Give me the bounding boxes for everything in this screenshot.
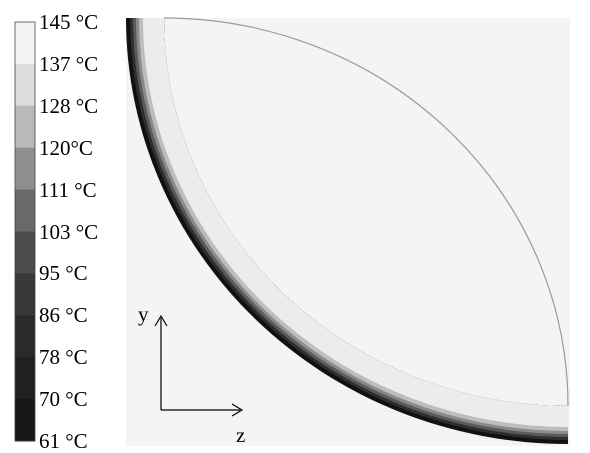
legend-label: 70 °C [39, 387, 88, 412]
legend-label: 103 °C [39, 219, 99, 244]
axis-indicator [154, 314, 244, 417]
legend-label: 111 °C [39, 177, 97, 202]
legend-label: 86 °C [39, 303, 88, 328]
legend-label: 145 °C [39, 10, 99, 34]
legend-band [15, 357, 35, 400]
pipe-wall-contour [126, 17, 569, 444]
legend-band [15, 63, 35, 107]
legend-band [15, 231, 35, 274]
legend-label: 95 °C [39, 261, 88, 286]
legend-band [15, 147, 35, 191]
legend-label: 137 °C [39, 51, 99, 76]
legend-band [15, 22, 35, 65]
legend-band [15, 315, 35, 358]
legend-band [15, 105, 35, 149]
legend-label: 120°C [39, 135, 93, 160]
legend-band [15, 189, 35, 232]
z-axis-label: z [236, 423, 246, 447]
legend-band [15, 273, 35, 316]
legend-colorbar [14, 21, 36, 442]
legend-border [14, 21, 36, 442]
y-axis-arrowhead [154, 314, 168, 327]
z-axis-arrowhead [231, 403, 244, 417]
legend-label: 61 °C [39, 429, 88, 453]
legend-label: 78 °C [39, 345, 88, 370]
inner-wall-boundary [163, 17, 569, 407]
legend-label: 128 °C [39, 93, 99, 118]
y-axis-label: y [138, 302, 149, 326]
legend-band [15, 399, 35, 442]
